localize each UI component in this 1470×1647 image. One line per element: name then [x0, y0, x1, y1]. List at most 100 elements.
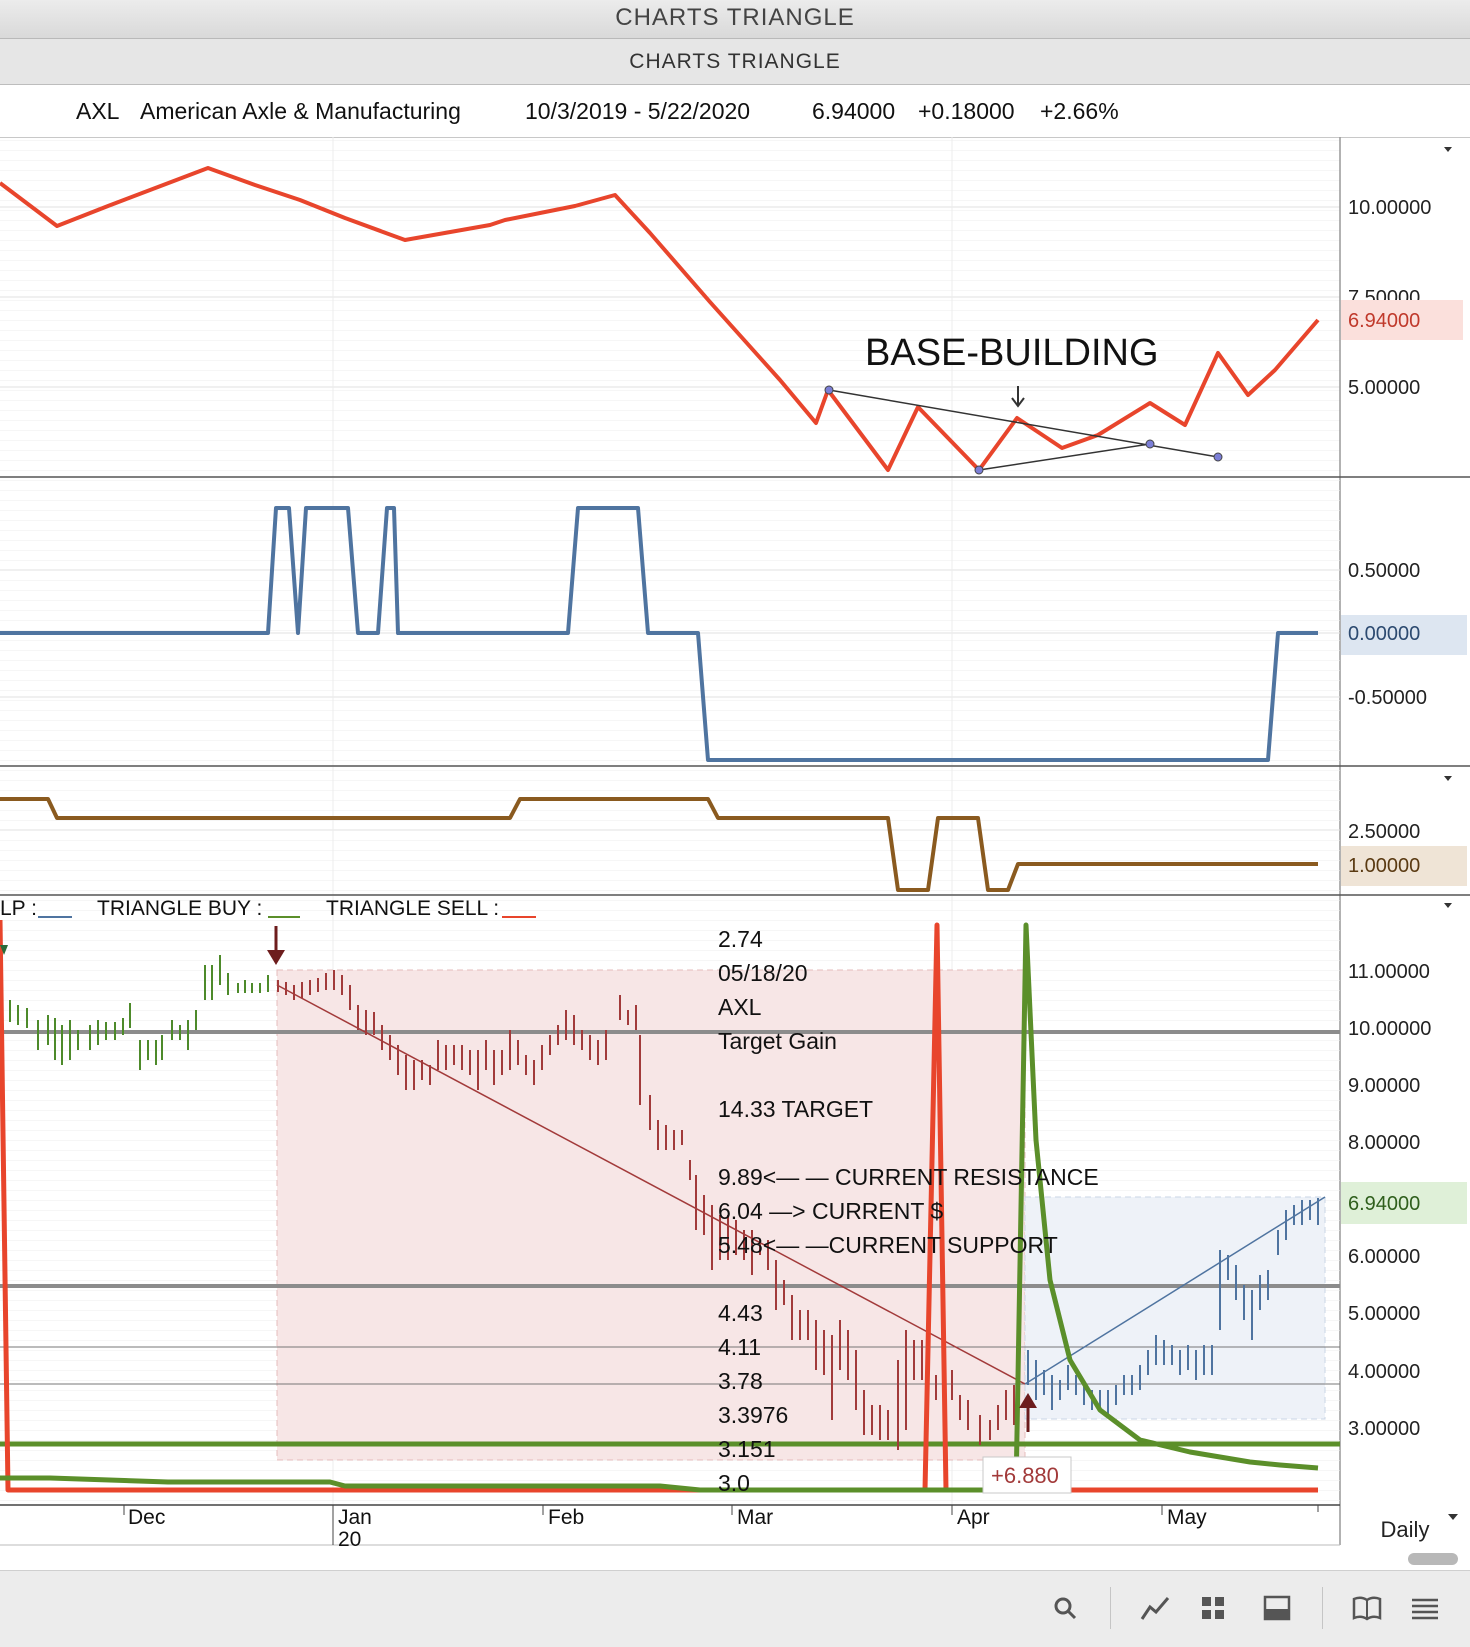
target-info-block: 2.74 05/18/20 AXL Target Gain 14.33 TARG… [718, 926, 1099, 1496]
level-label: 3.151 [718, 1436, 776, 1462]
info-line: 14.33 TARGET [718, 1096, 873, 1122]
date-range: 10/3/2019 - 5/22/2020 [525, 98, 751, 124]
current-value-badge [1341, 846, 1467, 886]
uptrend-line [1024, 1196, 1326, 1385]
panel-menu-icon[interactable] [1444, 147, 1452, 152]
panel4-y-axis: 11.00000 10.00000 9.00000 8.00000 6.9400… [1341, 903, 1467, 1440]
axis-label: 9.00000 [1348, 1075, 1420, 1097]
month-label: Mar [737, 1506, 773, 1529]
axis-label: 11.00000 [1348, 961, 1430, 983]
interval-selector[interactable]: Daily [1340, 1510, 1470, 1550]
info-line: 6.04 —> CURRENT $ [718, 1198, 943, 1224]
triangle-lower-line [978, 443, 1151, 471]
current-price-badge [1341, 300, 1463, 340]
search-icon[interactable] [1048, 1591, 1082, 1625]
panel3-y-axis: 2.50000 1.00000 [1341, 776, 1467, 886]
panel-icon[interactable] [1260, 1591, 1294, 1625]
ohlc-bars-red [277, 970, 1015, 1450]
current-signal-label: 0.00000 [1348, 623, 1420, 645]
level-label: 3.78 [718, 1368, 763, 1394]
info-line: 05/18/20 [718, 960, 808, 986]
panel-menu-icon[interactable] [1444, 776, 1452, 781]
axis-label: 10.00000 [1348, 197, 1431, 219]
axis-label: 5.00000 [1348, 1303, 1420, 1325]
x-axis: Dec Jan 20 Feb Mar Apr May [0, 1504, 1340, 1551]
current-signal-badge [1341, 615, 1467, 655]
symbol-info-bar: AXL American Axle & Manufacturing 10/3/2… [0, 85, 1470, 138]
triangle-point[interactable] [1213, 452, 1223, 462]
gain-label: +6.880 [991, 1463, 1059, 1488]
downtrend-line [276, 984, 1026, 1385]
left-signal-arrow-icon [0, 945, 8, 955]
triangle-buy-line [0, 922, 1319, 1493]
price-change-pct: +2.66% [1040, 98, 1119, 124]
triangle-point[interactable] [1145, 439, 1155, 449]
panel-price-line: BASE-BUILDING [0, 137, 1340, 477]
current-price-badge [1341, 1182, 1467, 1224]
info-line: 5.48<— —CURRENT SUPPORT [718, 1232, 1058, 1258]
month-label: May [1167, 1506, 1207, 1529]
level-label: 3.0 [718, 1470, 750, 1496]
chart-canvas[interactable]: BASE-BUILDING 10.00000 7.50000 6.94000 5… [0, 137, 1470, 1570]
level-label: 4.11 [718, 1334, 761, 1360]
panel1-y-axis: 10.00000 7.50000 6.94000 5.00000 [1339, 137, 1463, 1545]
down-arrow-icon [1011, 386, 1025, 408]
current-price-label: 6.94000 [1348, 310, 1420, 332]
month-label: Apr [957, 1506, 990, 1529]
book-icon[interactable] [1350, 1591, 1384, 1625]
menu-icon[interactable] [1408, 1591, 1442, 1625]
panel-ohlc: LP : TRIANGLE BUY : TRIANGLE SELL : 2.74… [0, 896, 1340, 1506]
panel-menu-icon[interactable] [1444, 903, 1452, 908]
axis-label: -0.50000 [1348, 687, 1427, 709]
grid-icon[interactable] [1196, 1591, 1230, 1625]
triangle-point[interactable] [974, 465, 984, 475]
level-label: 4.43 [718, 1300, 763, 1326]
gain-box [982, 1456, 1072, 1494]
level-label: 3.3976 [718, 1402, 788, 1428]
interval-dropdown-icon[interactable] [1448, 1514, 1458, 1520]
month-label: Feb [548, 1506, 584, 1529]
year-label: 20 [338, 1528, 361, 1551]
info-line: 2.74 [718, 926, 763, 952]
triangle-point[interactable] [824, 385, 834, 395]
ohlc-bars-green [9, 955, 269, 1070]
axis-label: 10.00000 [1348, 1018, 1431, 1040]
horizontal-scrollbar[interactable] [1408, 1553, 1458, 1565]
price-change: +0.18000 [918, 98, 1015, 124]
axis-label: 3.00000 [1348, 1418, 1420, 1440]
panel2-y-axis: 0.50000 0.00000 -0.50000 [1341, 560, 1467, 709]
symbol: AXL [76, 98, 120, 124]
buy-arrow-icon [1019, 1393, 1037, 1432]
buy-zone [1024, 1196, 1326, 1420]
month-label: Jan [338, 1506, 372, 1529]
price-line [0, 166, 1320, 472]
window-title: CHARTS TRIANGLE [0, 0, 1470, 39]
axis-label: 6.00000 [1348, 1246, 1420, 1268]
base-building-annotation: BASE-BUILDING [865, 332, 1159, 374]
draw-line-icon[interactable] [1138, 1591, 1172, 1625]
current-price-label: 6.94000 [1348, 1193, 1420, 1215]
ohlc-bars-blue [1027, 1198, 1319, 1415]
sell-arrow-icon [267, 926, 285, 965]
info-line: Target Gain [718, 1028, 837, 1054]
company-name: American Axle & Manufacturing [140, 98, 461, 124]
axis-label: 4.00000 [1348, 1361, 1420, 1383]
axis-label: 5.00000 [1348, 377, 1420, 399]
panel-signal-blue [0, 478, 1340, 766]
signal-line [0, 506, 1318, 762]
legend-lp: LP : [0, 897, 37, 920]
chart-subtitle: CHARTS TRIANGLE [0, 39, 1470, 85]
legend-triangle-sell: TRIANGLE SELL : [326, 897, 499, 920]
info-line: AXL [718, 994, 762, 1020]
axis-label: 0.50000 [1348, 560, 1420, 582]
axis-label: 8.00000 [1348, 1132, 1420, 1154]
bottom-toolbar [0, 1570, 1470, 1647]
signal-line [0, 797, 1318, 892]
current-value-label: 1.00000 [1348, 855, 1420, 877]
info-line: 9.89<— — CURRENT RESISTANCE [718, 1164, 1099, 1190]
month-label: Dec [128, 1506, 165, 1529]
legend-triangle-buy: TRIANGLE BUY : [97, 897, 262, 920]
axis-label: 2.50000 [1348, 821, 1420, 843]
last-price: 6.94000 [812, 98, 896, 124]
interval-label: Daily [1380, 1517, 1430, 1542]
